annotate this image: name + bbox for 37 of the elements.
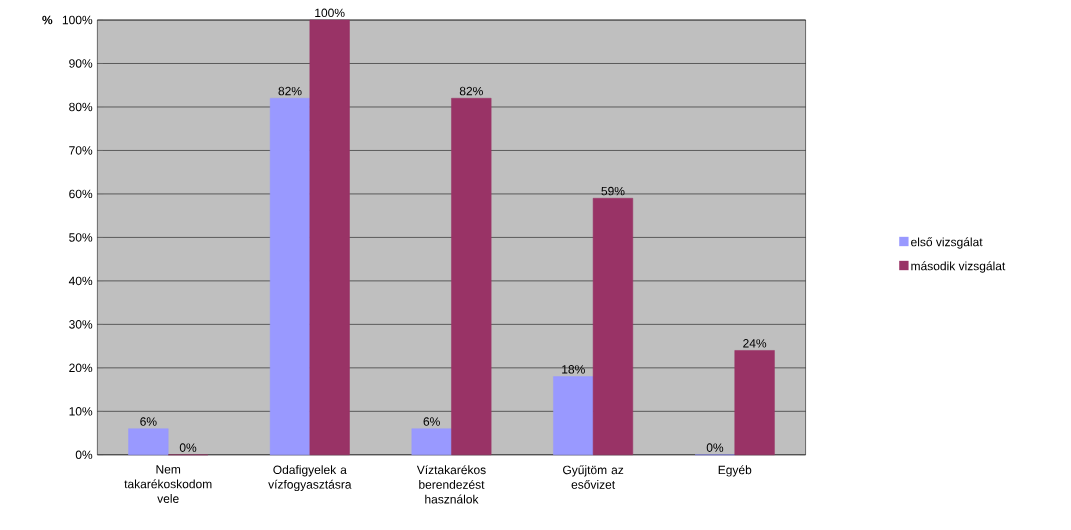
y-tick-label: 20% bbox=[69, 363, 93, 373]
y-tick-label: 80% bbox=[69, 102, 93, 112]
y-tick-label: 70% bbox=[69, 146, 93, 155]
y-tick-label: 0% bbox=[75, 450, 93, 460]
x-tick-label: Nem takarékoskodom vele bbox=[124, 465, 212, 504]
legend-label: második vizsgálat bbox=[911, 261, 1006, 273]
bar bbox=[734, 350, 775, 456]
x-tick-label: Odafigyelek a vízfogyasztásra bbox=[268, 465, 352, 492]
data-label: 82% bbox=[278, 87, 302, 96]
data-label: 18% bbox=[562, 365, 585, 374]
data-label: 100% bbox=[315, 8, 345, 18]
bar bbox=[309, 19, 350, 456]
y-tick-label: 100% bbox=[62, 16, 93, 25]
bar bbox=[451, 98, 492, 456]
data-label: 6% bbox=[423, 417, 440, 427]
x-tick-label: Gyűjtöm az esővizet bbox=[563, 465, 624, 490]
bar bbox=[553, 376, 594, 456]
y-tick-label: 40% bbox=[68, 276, 93, 286]
data-label: 6% bbox=[140, 417, 157, 427]
data-label: 0% bbox=[706, 443, 724, 453]
data-label: 59% bbox=[601, 187, 625, 196]
y-tick-label: 10% bbox=[69, 407, 93, 416]
data-label: 0% bbox=[179, 443, 197, 453]
bar bbox=[592, 198, 634, 456]
legend-label: első vizsgálat bbox=[911, 237, 983, 249]
data-label: 24% bbox=[743, 339, 767, 348]
y-tick-label: 30% bbox=[69, 320, 93, 329]
bar bbox=[269, 98, 311, 456]
y-axis-title: % bbox=[42, 16, 53, 25]
y-tick-label: 90% bbox=[69, 59, 93, 68]
x-tick-label: Egyéb bbox=[718, 465, 752, 477]
data-label: 82% bbox=[459, 87, 483, 96]
y-tick-label: 60% bbox=[69, 189, 93, 199]
bar bbox=[411, 428, 452, 456]
bar bbox=[128, 428, 169, 456]
x-tick-label: Víztakarékos berendezést használok bbox=[416, 465, 486, 504]
y-tick-label: 50% bbox=[69, 233, 93, 242]
